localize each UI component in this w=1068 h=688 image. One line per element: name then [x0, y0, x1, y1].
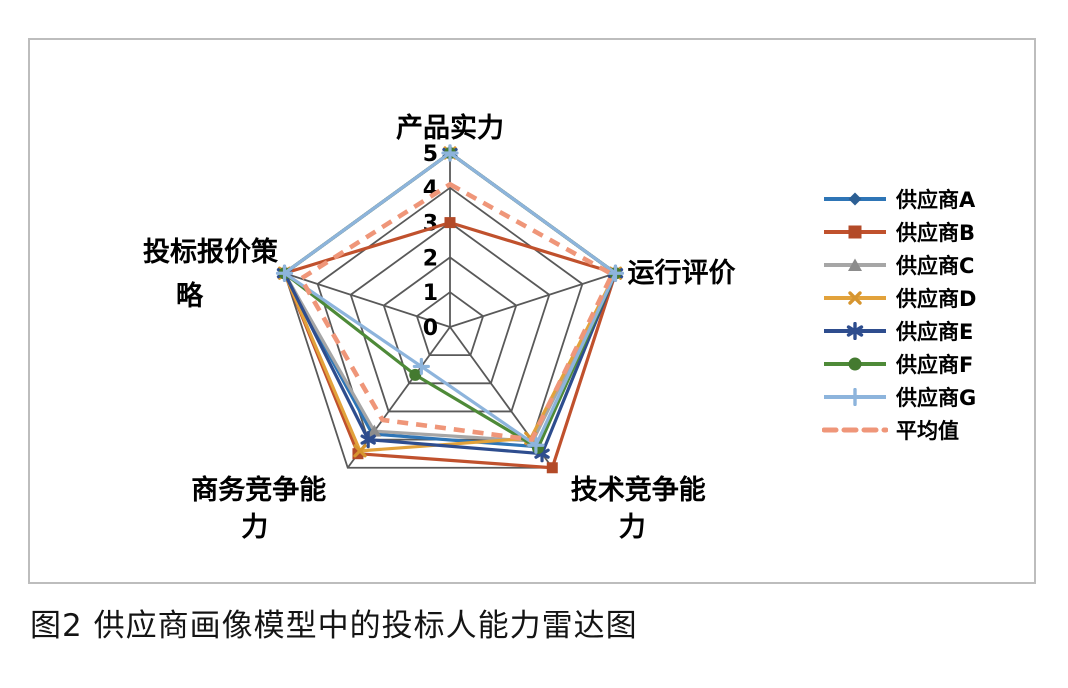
square-marker: [546, 462, 558, 474]
legend-label: 供应商D: [896, 286, 977, 311]
legend-item: 供应商A: [822, 182, 976, 215]
legend-label: 供应商B: [896, 220, 976, 245]
legend-item: 平均值: [822, 413, 976, 446]
legend-marker-none: [822, 427, 888, 432]
legend-marker-circle: [824, 357, 886, 370]
legend-item: 供应商B: [822, 215, 976, 248]
radial-tick-label: 5: [423, 142, 438, 167]
legend-marker-square: [824, 225, 886, 238]
legend-marker-asterisk: [824, 321, 886, 340]
legend-label: 供应商F: [896, 352, 974, 377]
legend-item: 供应商F: [822, 347, 976, 380]
axis-label: 略: [176, 280, 204, 312]
legend-item: 供应商E: [822, 314, 976, 347]
chart-frame: 0 1 2 3 4 5 产品实力 运行评价 技术竞争能力商务竞争能力投标报价策略 供应商A 供应商…: [28, 38, 1036, 584]
legend-marker-x: [824, 290, 886, 305]
axis-label: 投标报价策: [143, 236, 279, 268]
axis-label: 力: [241, 512, 268, 543]
legend-label: 供应商E: [896, 319, 974, 344]
grid-ring: [349, 221, 551, 413]
asterisk-marker: [534, 448, 550, 459]
radial-tick-label: 0: [423, 316, 438, 341]
axis-label: 力: [619, 512, 646, 543]
radial-tick-label: 3: [423, 212, 438, 237]
legend-marker-diamond: [824, 192, 886, 205]
square-marker: [848, 225, 862, 238]
axis-label: 产品实力: [396, 112, 504, 144]
asterisk-marker: [846, 324, 864, 337]
x-marker: [353, 444, 367, 458]
radial-tick-label: 1: [423, 281, 438, 306]
series-line: [282, 151, 618, 447]
square-marker: [444, 217, 456, 229]
diamond-marker: [848, 192, 862, 205]
grid-ring: [415, 291, 485, 357]
circle-marker: [409, 368, 422, 381]
triangle-marker: [848, 258, 862, 271]
legend-item: 供应商C: [822, 248, 976, 281]
grid-spoke: [284, 272, 451, 328]
legend-item: 供应商G: [822, 380, 976, 413]
legend-label: 供应商C: [896, 253, 975, 278]
legend-marker-triangle: [824, 258, 886, 271]
series-line: [298, 182, 615, 442]
x-marker: [848, 290, 862, 305]
axis-label: 商务竞争能: [191, 474, 326, 506]
grid-spoke: [449, 272, 616, 328]
series-line: [282, 221, 618, 470]
grid-ring: [382, 256, 518, 385]
figure-caption: 图2 供应商画像模型中的投标人能力雷达图: [30, 608, 638, 644]
circle-marker: [848, 357, 862, 370]
legend-label: 供应商A: [896, 187, 976, 212]
axis-label: 运行评价: [627, 257, 736, 289]
legend-item: 供应商D: [822, 281, 976, 314]
legend-label: 供应商G: [896, 385, 977, 410]
triangle-marker: [367, 424, 382, 437]
radial-tick-label: 2: [423, 246, 438, 271]
chart-legend: 供应商A 供应商B 供应商C 供应商D 供应商E 供应商F 供应商G 平均值: [822, 182, 976, 446]
legend-label: 平均值: [896, 418, 959, 443]
axis-label: 技术竞争能: [571, 474, 706, 506]
asterisk-marker: [360, 434, 376, 445]
legend-marker-plus: [824, 387, 886, 406]
radial-tick-label: 4: [423, 177, 438, 202]
